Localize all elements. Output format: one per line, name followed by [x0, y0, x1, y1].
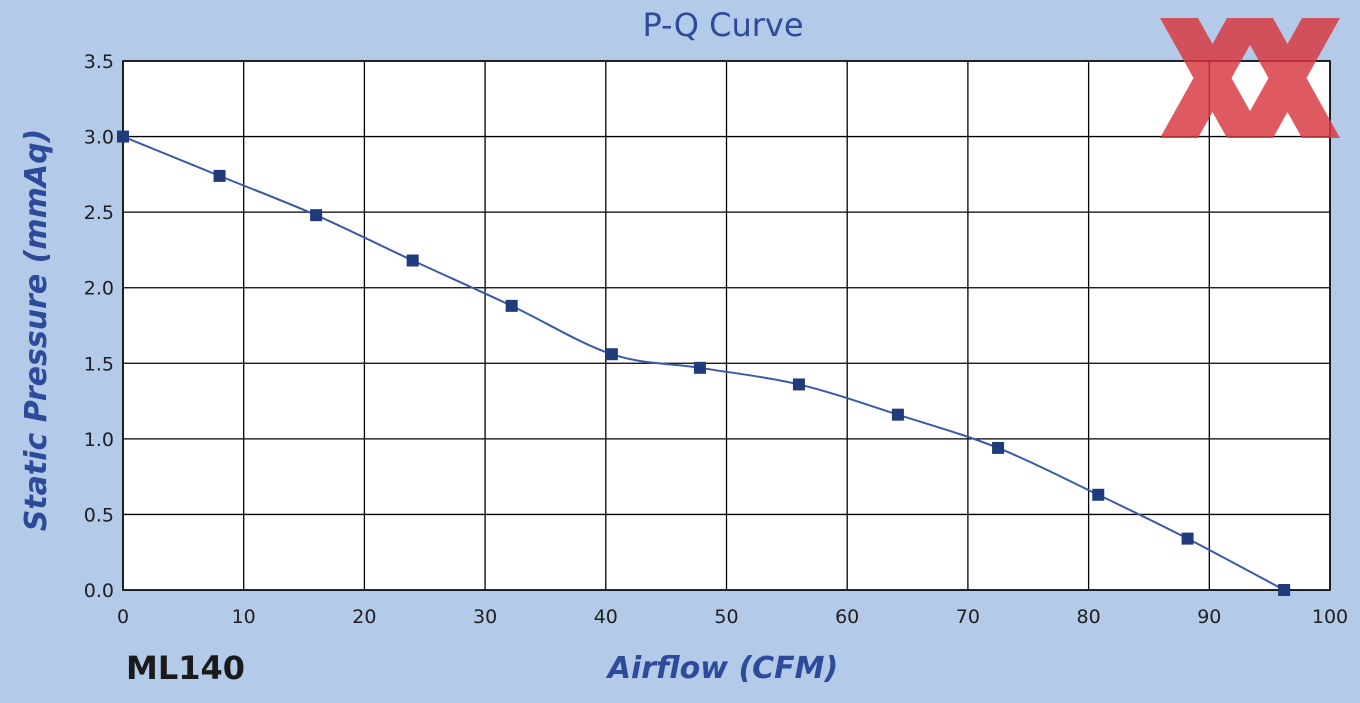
y-tick-label: 2.5: [84, 202, 114, 224]
data-point: [406, 254, 419, 267]
x-tick-label: 60: [835, 606, 859, 628]
data-point: [1092, 488, 1105, 501]
plot-border: [122, 60, 1331, 591]
grid-lines: [122, 60, 1331, 591]
watermark-logo: [1160, 18, 1340, 138]
y-tick-label: 0.5: [84, 504, 114, 526]
data-point: [505, 299, 518, 312]
x-axis-ticks: 0 10 20 30 40 50 60 70 80 90 100: [117, 606, 1348, 628]
y-tick-label: 1.0: [84, 429, 114, 451]
x-tick-label: 40: [594, 606, 618, 628]
data-point: [992, 441, 1005, 454]
y-tick-label: 2.0: [84, 278, 114, 300]
x-tick-label: 10: [232, 606, 256, 628]
data-point: [605, 348, 618, 361]
x-axis-label: Airflow (CFM): [606, 651, 838, 686]
data-point: [117, 130, 129, 143]
y-tick-label: 0.0: [84, 580, 114, 602]
x-tick-label: 70: [956, 606, 980, 628]
y-axis-ticks: 0.0 0.5 1.0 1.5 2.0 2.5 3.0 3.5: [84, 51, 114, 602]
x-tick-label: 50: [714, 606, 738, 628]
model-label: ML140: [126, 649, 245, 687]
x-tick-label: 0: [117, 606, 129, 628]
data-point: [1181, 532, 1194, 545]
chart-title: P-Q Curve: [642, 6, 803, 44]
y-axis-label: Static Pressure (mmAq): [19, 129, 54, 532]
data-series: [117, 130, 1291, 596]
data-point: [310, 209, 323, 222]
data-point: [693, 361, 706, 374]
y-tick-label: 1.5: [84, 353, 114, 375]
data-point: [792, 378, 805, 391]
x-tick-label: 80: [1077, 606, 1101, 628]
data-point: [213, 169, 226, 182]
data-point: [891, 408, 904, 421]
y-tick-label: 3.5: [84, 51, 114, 73]
x-tick-label: 90: [1197, 606, 1221, 628]
y-tick-label: 3.0: [84, 127, 114, 149]
x-tick-label: 20: [352, 606, 376, 628]
x-tick-label: 30: [473, 606, 497, 628]
data-point: [1278, 584, 1291, 596]
red-double-x-logo: [1160, 18, 1340, 138]
x-tick-label: 100: [1312, 606, 1348, 628]
